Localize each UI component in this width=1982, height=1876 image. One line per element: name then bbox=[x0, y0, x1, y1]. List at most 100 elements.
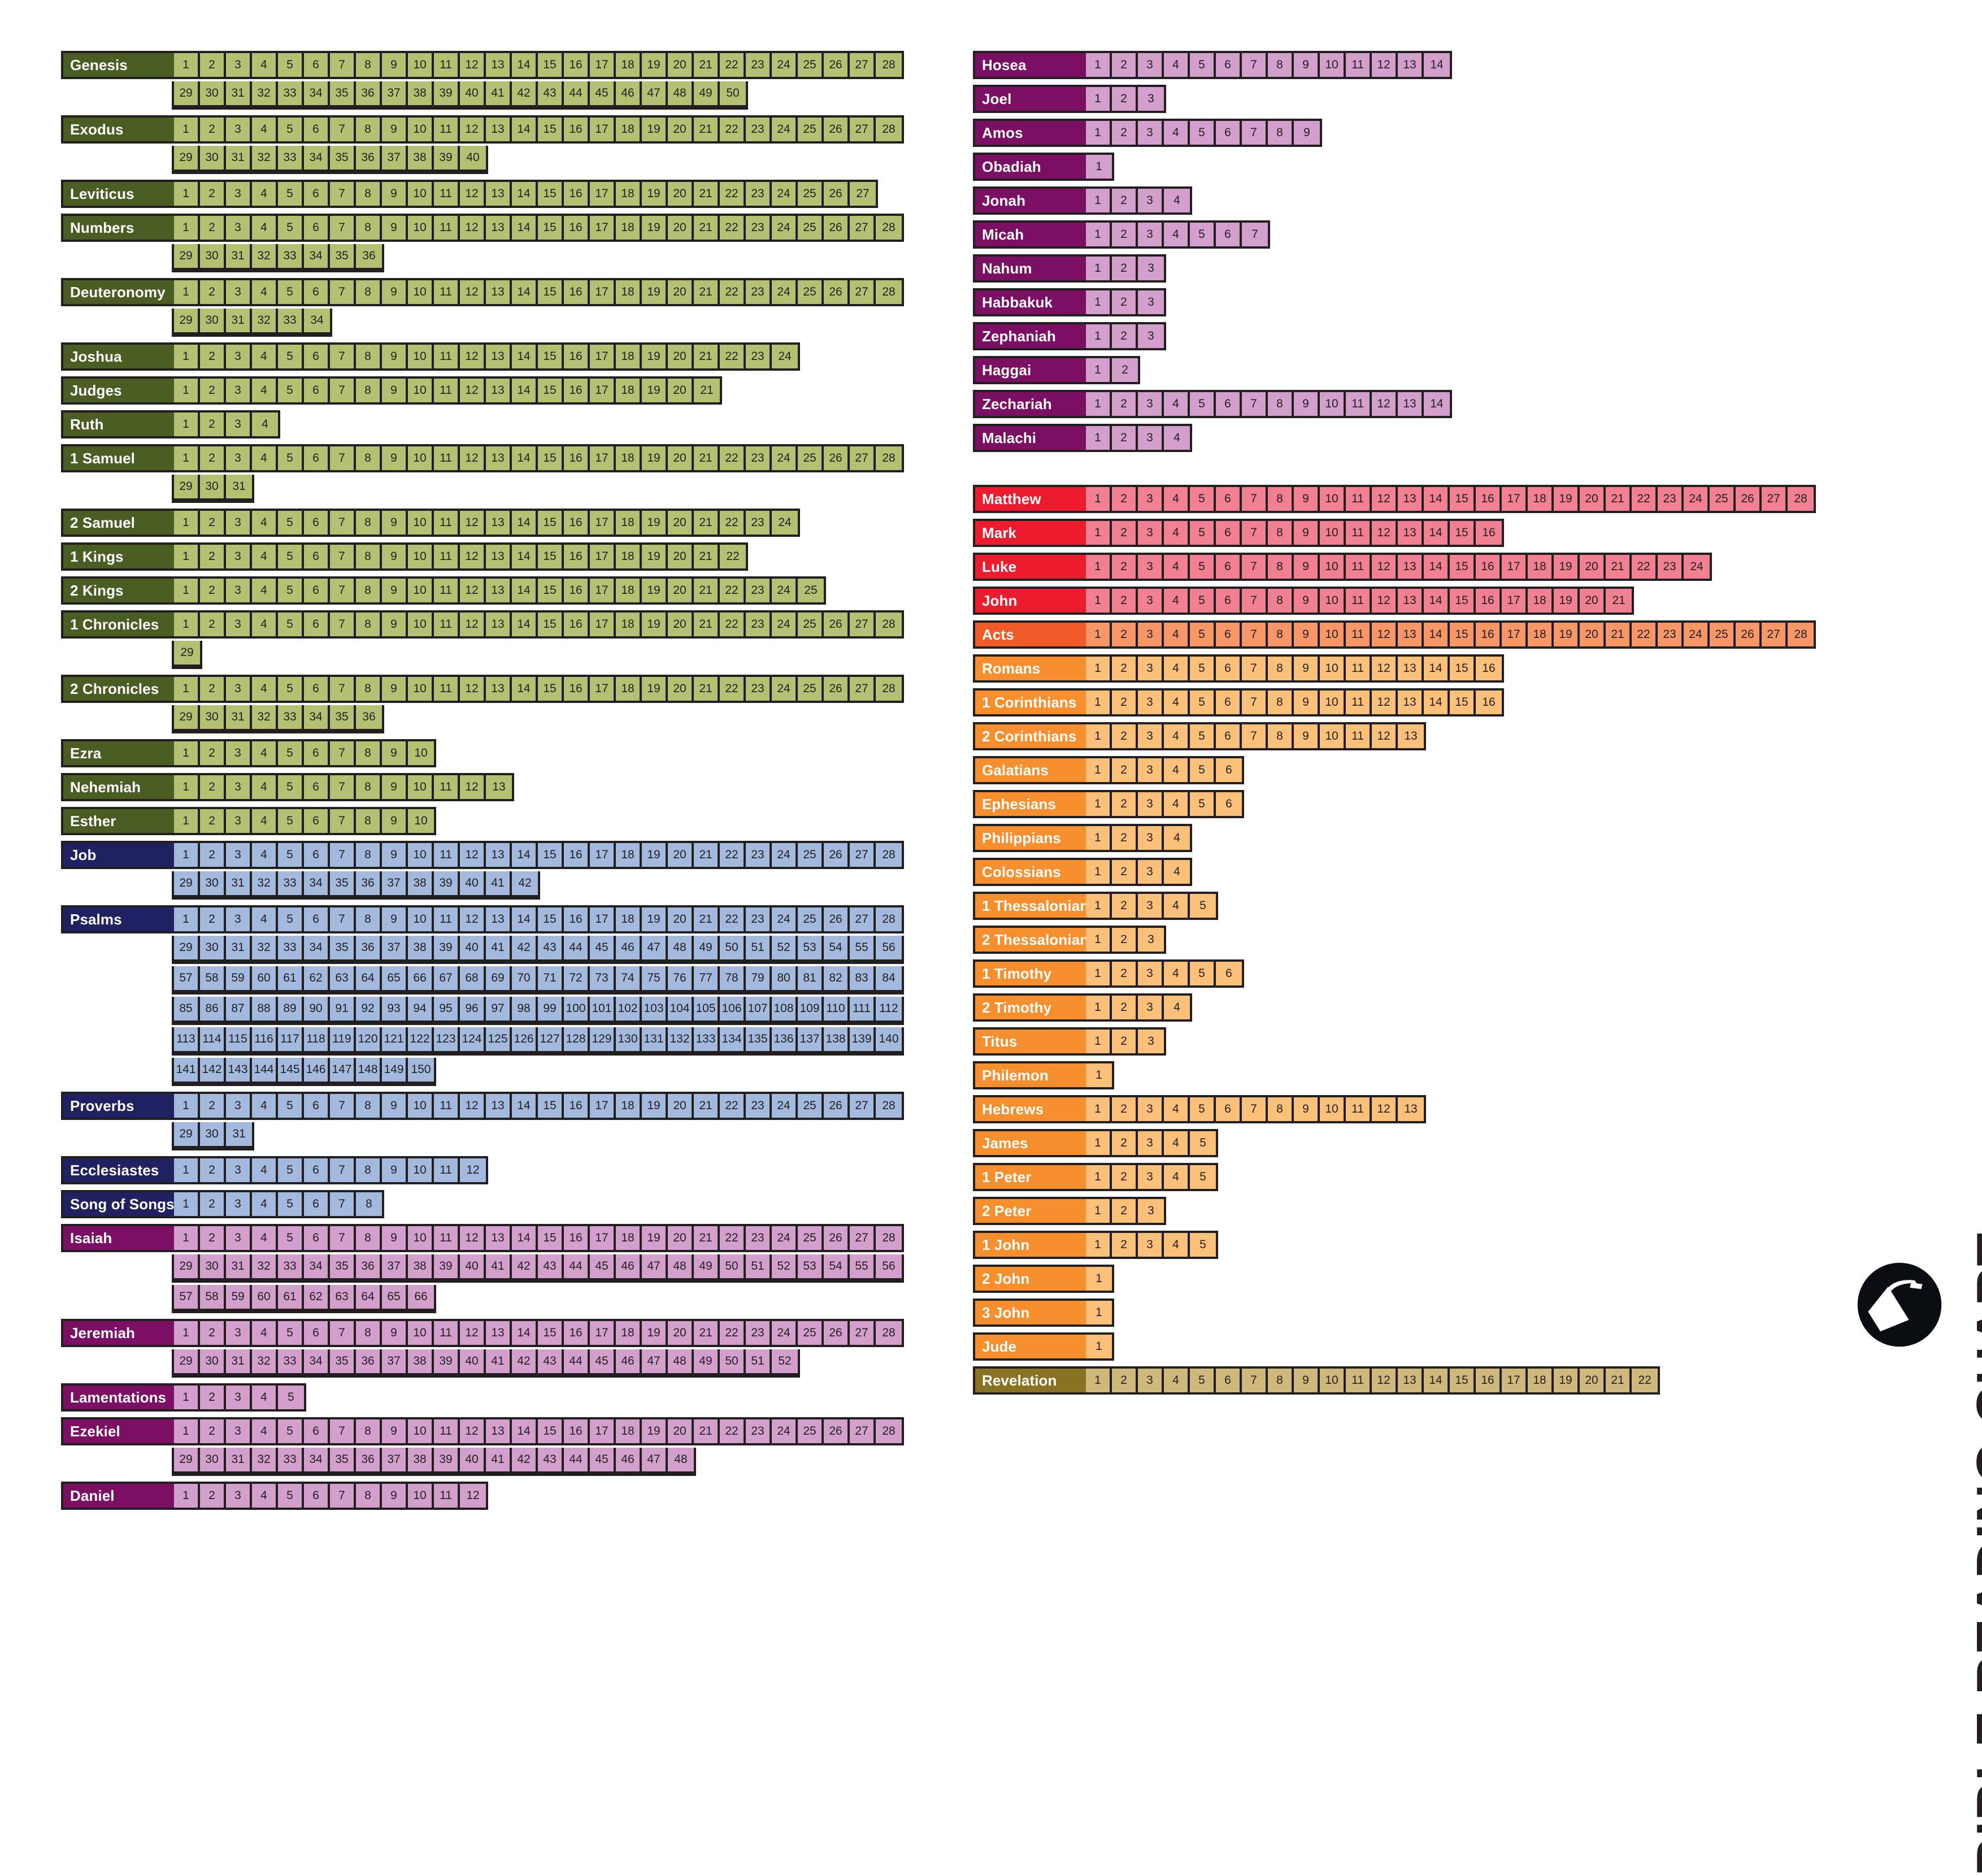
chapter-checkbox[interactable]: 49 bbox=[694, 81, 720, 105]
chapter-checkbox[interactable]: 38 bbox=[408, 81, 434, 105]
chapter-checkbox[interactable]: 3 bbox=[226, 280, 252, 304]
chapter-checkbox[interactable]: 1 bbox=[174, 741, 200, 765]
book-name-label[interactable]: 1 Corinthians bbox=[975, 691, 1086, 714]
chapter-checkbox[interactable]: 3 bbox=[1138, 962, 1164, 985]
chapter-checkbox[interactable]: 2 bbox=[1112, 1233, 1138, 1257]
chapter-checkbox[interactable]: 11 bbox=[434, 1484, 460, 1508]
chapter-checkbox[interactable]: 105 bbox=[694, 997, 720, 1020]
chapter-checkbox[interactable]: 1 bbox=[1086, 1165, 1112, 1189]
chapter-checkbox[interactable]: 14 bbox=[512, 1419, 538, 1443]
chapter-checkbox[interactable]: 19 bbox=[642, 1094, 668, 1118]
chapter-checkbox[interactable]: 24 bbox=[1684, 487, 1710, 511]
chapter-checkbox[interactable]: 45 bbox=[590, 81, 616, 105]
chapter-checkbox[interactable]: 9 bbox=[382, 216, 408, 240]
chapter-checkbox[interactable]: 14 bbox=[512, 446, 538, 470]
chapter-checkbox[interactable]: 13 bbox=[486, 579, 512, 602]
chapter-checkbox[interactable]: 4 bbox=[252, 775, 278, 799]
chapter-checkbox[interactable]: 8 bbox=[356, 809, 382, 833]
chapter-checkbox[interactable]: 15 bbox=[1450, 691, 1476, 714]
chapter-checkbox[interactable]: 16 bbox=[564, 907, 590, 931]
chapter-checkbox[interactable]: 12 bbox=[460, 446, 486, 470]
chapter-checkbox[interactable]: 19 bbox=[642, 907, 668, 931]
chapter-checkbox[interactable]: 23 bbox=[746, 216, 772, 240]
chapter-checkbox[interactable]: 66 bbox=[408, 966, 434, 990]
chapter-checkbox[interactable]: 3 bbox=[1138, 1030, 1164, 1053]
chapter-checkbox[interactable]: 10 bbox=[408, 1094, 434, 1118]
chapter-checkbox[interactable]: 2 bbox=[200, 579, 226, 602]
chapter-checkbox[interactable]: 5 bbox=[278, 1158, 304, 1182]
chapter-checkbox[interactable]: 4 bbox=[252, 1419, 278, 1443]
chapter-checkbox[interactable]: 9 bbox=[1294, 1097, 1320, 1121]
chapter-checkbox[interactable]: 6 bbox=[1216, 691, 1242, 714]
chapter-checkbox[interactable]: 146 bbox=[304, 1058, 330, 1082]
chapter-checkbox[interactable]: 30 bbox=[200, 705, 226, 729]
chapter-checkbox[interactable]: 29 bbox=[174, 475, 200, 498]
chapter-checkbox[interactable]: 130 bbox=[616, 1027, 642, 1051]
chapter-checkbox[interactable]: 93 bbox=[382, 997, 408, 1020]
chapter-checkbox[interactable]: 11 bbox=[434, 511, 460, 535]
chapter-checkbox[interactable]: 44 bbox=[564, 936, 590, 959]
chapter-checkbox[interactable]: 21 bbox=[694, 843, 720, 867]
chapter-checkbox[interactable]: 31 bbox=[226, 1349, 252, 1373]
chapter-checkbox[interactable]: 13 bbox=[486, 511, 512, 535]
chapter-checkbox[interactable]: 9 bbox=[382, 1094, 408, 1118]
chapter-checkbox[interactable]: 14 bbox=[512, 843, 538, 867]
chapter-checkbox[interactable]: 14 bbox=[1424, 589, 1450, 613]
chapter-checkbox[interactable]: 21 bbox=[1606, 1369, 1632, 1392]
chapter-checkbox[interactable]: 10 bbox=[408, 280, 434, 304]
chapter-checkbox[interactable]: 41 bbox=[486, 1254, 512, 1278]
chapter-checkbox[interactable]: 22 bbox=[720, 1419, 746, 1443]
chapter-checkbox[interactable]: 2 bbox=[1112, 826, 1138, 850]
chapter-checkbox[interactable]: 7 bbox=[330, 809, 356, 833]
chapter-checkbox[interactable]: 24 bbox=[1684, 555, 1710, 579]
chapter-checkbox[interactable]: 110 bbox=[824, 997, 850, 1020]
chapter-checkbox[interactable]: 33 bbox=[278, 309, 304, 332]
chapter-checkbox[interactable]: 2 bbox=[200, 1226, 226, 1250]
chapter-checkbox[interactable]: 13 bbox=[486, 182, 512, 206]
chapter-checkbox[interactable]: 22 bbox=[720, 216, 746, 240]
chapter-checkbox[interactable]: 122 bbox=[408, 1027, 434, 1051]
chapter-checkbox[interactable]: 21 bbox=[694, 379, 720, 402]
chapter-checkbox[interactable]: 4 bbox=[252, 446, 278, 470]
chapter-checkbox[interactable]: 6 bbox=[304, 1321, 330, 1345]
chapter-checkbox[interactable]: 1 bbox=[1086, 189, 1112, 212]
chapter-checkbox[interactable]: 15 bbox=[538, 446, 564, 470]
chapter-checkbox[interactable]: 11 bbox=[434, 843, 460, 867]
chapter-checkbox[interactable]: 28 bbox=[876, 677, 902, 701]
chapter-checkbox[interactable]: 13 bbox=[486, 1321, 512, 1345]
chapter-checkbox[interactable]: 43 bbox=[538, 1349, 564, 1373]
chapter-checkbox[interactable]: 5 bbox=[1190, 1131, 1216, 1155]
chapter-checkbox[interactable]: 31 bbox=[226, 146, 252, 170]
chapter-checkbox[interactable]: 7 bbox=[330, 677, 356, 701]
chapter-checkbox[interactable]: 2 bbox=[1112, 257, 1138, 280]
chapter-checkbox[interactable]: 20 bbox=[668, 216, 694, 240]
chapter-checkbox[interactable]: 28 bbox=[876, 613, 902, 636]
chapter-checkbox[interactable]: 34 bbox=[304, 705, 330, 729]
chapter-checkbox[interactable]: 5 bbox=[278, 446, 304, 470]
chapter-checkbox[interactable]: 82 bbox=[824, 966, 850, 990]
chapter-checkbox[interactable]: 13 bbox=[486, 907, 512, 931]
chapter-checkbox[interactable]: 6 bbox=[304, 379, 330, 402]
book-name-label[interactable]: 1 Kings bbox=[63, 545, 174, 568]
chapter-checkbox[interactable]: 29 bbox=[174, 81, 200, 105]
chapter-checkbox[interactable]: 1 bbox=[174, 511, 200, 535]
chapter-checkbox[interactable]: 1 bbox=[1086, 53, 1112, 77]
chapter-checkbox[interactable]: 33 bbox=[278, 1349, 304, 1373]
book-name-label[interactable]: Proverbs bbox=[63, 1094, 174, 1118]
chapter-checkbox[interactable]: 18 bbox=[616, 613, 642, 636]
chapter-checkbox[interactable]: 20 bbox=[1580, 1369, 1606, 1392]
chapter-checkbox[interactable]: 5 bbox=[278, 1094, 304, 1118]
chapter-checkbox[interactable]: 2 bbox=[200, 412, 226, 436]
chapter-checkbox[interactable]: 4 bbox=[252, 1386, 278, 1409]
chapter-checkbox[interactable]: 26 bbox=[824, 907, 850, 931]
chapter-checkbox[interactable]: 3 bbox=[1138, 487, 1164, 511]
chapter-checkbox[interactable]: 17 bbox=[590, 579, 616, 602]
chapter-checkbox[interactable]: 3 bbox=[226, 182, 252, 206]
book-name-label[interactable]: Malachi bbox=[975, 426, 1086, 450]
chapter-checkbox[interactable]: 115 bbox=[226, 1027, 252, 1051]
chapter-checkbox[interactable]: 6 bbox=[304, 1158, 330, 1182]
chapter-checkbox[interactable]: 36 bbox=[356, 1254, 382, 1278]
chapter-checkbox[interactable]: 14 bbox=[512, 118, 538, 141]
chapter-checkbox[interactable]: 58 bbox=[200, 1285, 226, 1309]
chapter-checkbox[interactable]: 142 bbox=[200, 1058, 226, 1082]
